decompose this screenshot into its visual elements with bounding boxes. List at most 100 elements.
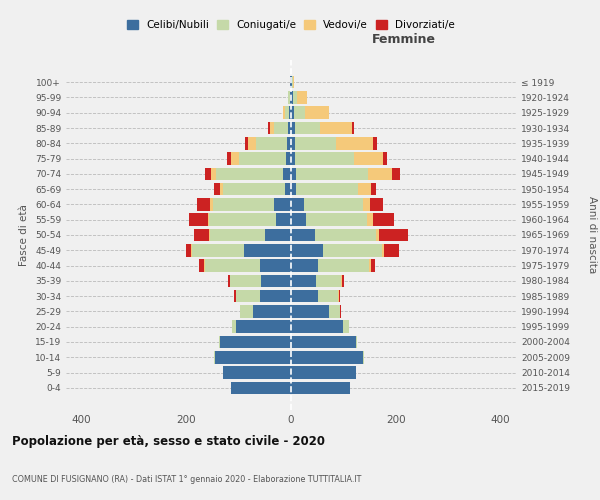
Bar: [274, 198, 291, 210]
Bar: [289, 122, 291, 134]
Bar: [371, 183, 376, 196]
Bar: [231, 382, 291, 394]
Bar: [305, 214, 367, 226]
Bar: [214, 183, 220, 196]
Bar: [223, 183, 285, 196]
Bar: [219, 336, 220, 348]
Bar: [212, 198, 274, 210]
Bar: [383, 152, 387, 165]
Bar: [296, 168, 368, 180]
Bar: [291, 168, 296, 180]
Bar: [248, 137, 256, 149]
Bar: [295, 152, 354, 165]
Bar: [291, 183, 296, 196]
Bar: [291, 106, 293, 119]
Bar: [215, 351, 291, 364]
Bar: [329, 305, 340, 318]
Bar: [285, 106, 289, 119]
Bar: [376, 228, 379, 241]
Bar: [316, 274, 341, 287]
Bar: [304, 198, 362, 210]
Bar: [291, 198, 304, 210]
Text: Popolazione per età, sesso e stato civile - 2020: Popolazione per età, sesso e stato civil…: [12, 435, 325, 448]
Bar: [291, 382, 350, 394]
Y-axis label: Anni di nascita: Anni di nascita: [587, 196, 597, 274]
Bar: [240, 305, 253, 318]
Bar: [291, 305, 329, 318]
Bar: [283, 106, 285, 119]
Bar: [239, 152, 286, 165]
Bar: [256, 137, 287, 149]
Bar: [269, 122, 274, 134]
Bar: [236, 320, 291, 333]
Bar: [314, 228, 376, 241]
Bar: [291, 228, 314, 241]
Bar: [283, 168, 291, 180]
Bar: [194, 228, 209, 241]
Bar: [291, 137, 295, 149]
Legend: Celibi/Nubili, Coniugati/e, Vedovi/e, Divorziati/e: Celibi/Nubili, Coniugati/e, Vedovi/e, Di…: [123, 16, 459, 34]
Bar: [209, 228, 210, 241]
Bar: [289, 106, 291, 119]
Bar: [358, 183, 371, 196]
Bar: [260, 274, 291, 287]
Bar: [295, 137, 336, 149]
Bar: [373, 214, 394, 226]
Bar: [227, 152, 231, 165]
Bar: [292, 76, 293, 88]
Bar: [382, 244, 384, 256]
Bar: [253, 305, 291, 318]
Bar: [286, 152, 291, 165]
Bar: [291, 366, 356, 379]
Bar: [214, 351, 215, 364]
Bar: [232, 320, 236, 333]
Bar: [362, 198, 370, 210]
Bar: [208, 214, 209, 226]
Bar: [343, 320, 349, 333]
Bar: [244, 244, 291, 256]
Bar: [293, 91, 297, 104]
Bar: [190, 214, 208, 226]
Bar: [305, 106, 329, 119]
Bar: [352, 122, 354, 134]
Bar: [268, 122, 269, 134]
Bar: [354, 152, 383, 165]
Bar: [291, 244, 323, 256]
Bar: [338, 290, 340, 302]
Bar: [291, 274, 316, 287]
Bar: [289, 91, 290, 104]
Bar: [290, 91, 291, 104]
Bar: [260, 290, 291, 302]
Bar: [296, 183, 358, 196]
Bar: [336, 137, 373, 149]
Bar: [318, 260, 370, 272]
Bar: [230, 274, 260, 287]
Bar: [356, 336, 358, 348]
Bar: [210, 228, 265, 241]
Bar: [211, 198, 212, 210]
Bar: [320, 122, 352, 134]
Bar: [379, 228, 407, 241]
Bar: [342, 274, 344, 287]
Bar: [291, 260, 318, 272]
Bar: [265, 228, 291, 241]
Bar: [220, 336, 291, 348]
Bar: [187, 244, 191, 256]
Bar: [216, 168, 283, 180]
Bar: [228, 274, 230, 287]
Bar: [384, 244, 399, 256]
Bar: [291, 290, 318, 302]
Bar: [373, 137, 377, 149]
Bar: [291, 214, 305, 226]
Bar: [295, 122, 320, 134]
Bar: [371, 260, 375, 272]
Bar: [297, 91, 307, 104]
Bar: [285, 183, 291, 196]
Bar: [291, 152, 295, 165]
Bar: [323, 244, 382, 256]
Bar: [291, 351, 363, 364]
Bar: [291, 91, 293, 104]
Bar: [291, 336, 356, 348]
Text: COMUNE DI FUSIGNANO (RA) - Dati ISTAT 1° gennaio 2020 - Elaborazione TUTTITALIA.: COMUNE DI FUSIGNANO (RA) - Dati ISTAT 1°…: [12, 475, 361, 484]
Bar: [236, 290, 260, 302]
